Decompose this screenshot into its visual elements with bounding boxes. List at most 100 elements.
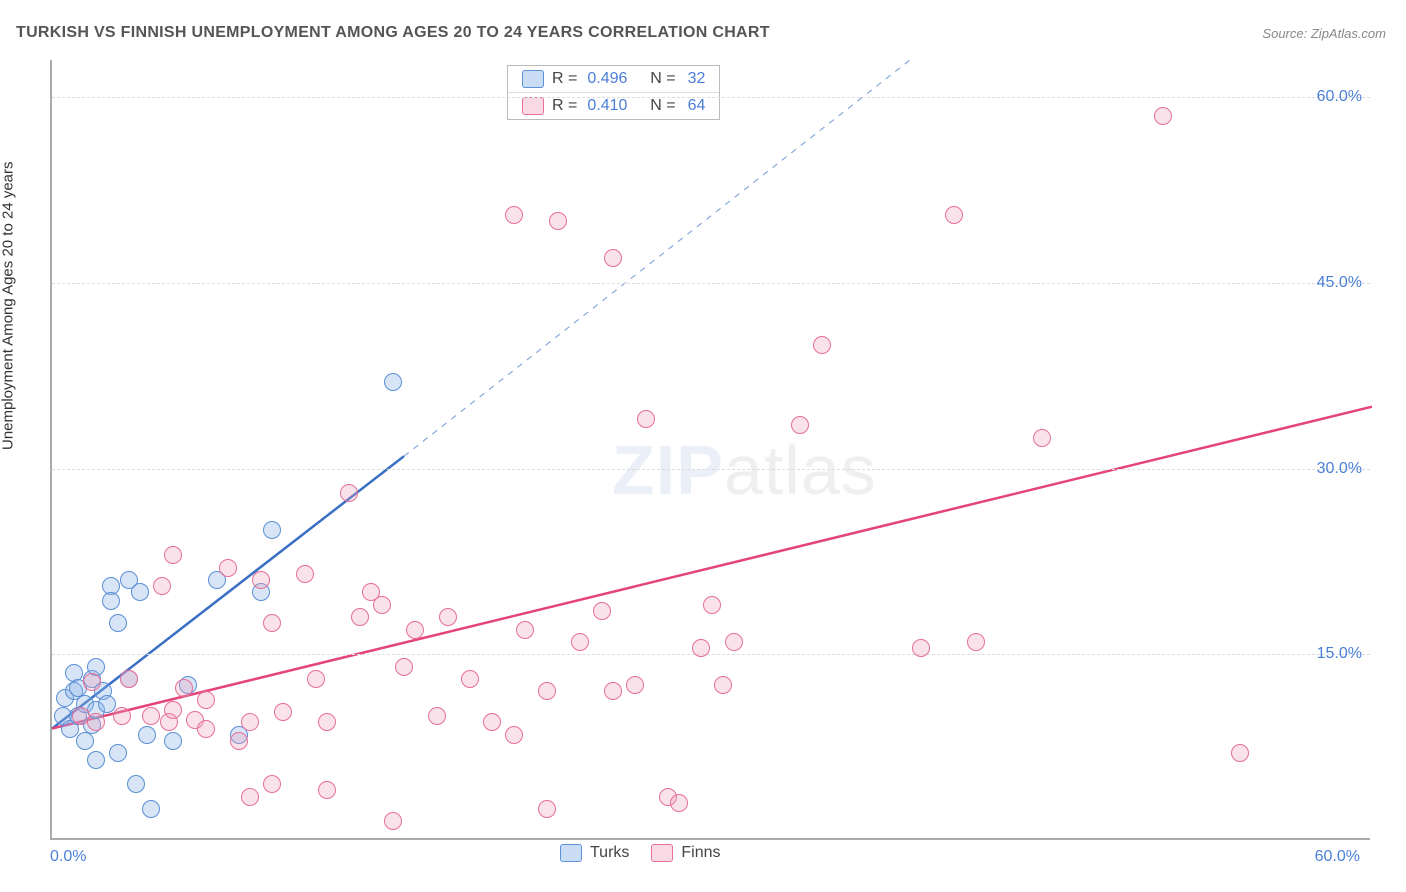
source-credit: Source: ZipAtlas.com [1262,26,1386,41]
point-finns [230,732,248,750]
y-tick-label: 15.0% [1317,645,1362,663]
point-finns [439,608,457,626]
point-finns [549,212,567,230]
point-turks [131,583,149,601]
point-turks [98,695,116,713]
point-finns [505,206,523,224]
point-finns [516,621,534,639]
point-finns [791,416,809,434]
legend-swatch [522,70,544,88]
legend-n-label: N = [641,70,675,88]
point-turks [142,800,160,818]
point-finns [813,336,831,354]
x-tick-start: 0.0% [50,848,86,866]
legend-label: Turks [590,844,629,862]
point-finns [604,249,622,267]
legend-row: R = 0.496 N = 32 [508,66,719,92]
gridline [52,283,1370,284]
legend-n-value: 64 [688,97,706,115]
point-finns [395,658,413,676]
trend-line-finns [52,407,1372,729]
y-tick-label: 45.0% [1317,274,1362,292]
point-finns [626,676,644,694]
point-turks [127,775,145,793]
point-finns [1033,429,1051,447]
point-finns [483,713,501,731]
point-finns [670,794,688,812]
y-tick-label: 60.0% [1317,88,1362,106]
x-tick-end: 60.0% [1315,848,1360,866]
y-axis-label: Unemployment Among Ages 20 to 24 years [0,161,17,450]
point-finns [912,639,930,657]
point-finns [274,703,292,721]
y-tick-label: 30.0% [1317,460,1362,478]
point-turks [109,744,127,762]
point-finns [945,206,963,224]
legend-swatch [522,97,544,115]
source-value: ZipAtlas.com [1311,26,1386,41]
point-finns [241,788,259,806]
point-turks [102,592,120,610]
legend-row: R = 0.410 N = 64 [508,92,719,119]
point-turks [138,726,156,744]
point-finns [263,775,281,793]
point-finns [703,596,721,614]
legend-item: Turks [560,844,629,862]
point-finns [164,546,182,564]
point-finns [967,633,985,651]
legend-series: Turks Finns [560,844,721,862]
point-finns [241,713,259,731]
point-finns [318,713,336,731]
point-finns [83,673,101,691]
legend-n-value: 32 [688,70,706,88]
point-finns [351,608,369,626]
gridline [52,97,1370,98]
point-finns [604,682,622,700]
point-turks [87,751,105,769]
point-finns [428,707,446,725]
point-finns [164,701,182,719]
point-finns [318,781,336,799]
legend-r-label: R = [552,97,577,115]
point-finns [406,621,424,639]
legend-n-label: N = [641,97,675,115]
point-finns [296,565,314,583]
legend-r-value: 0.410 [587,97,627,115]
point-finns [340,484,358,502]
point-finns [725,633,743,651]
point-finns [219,559,237,577]
point-turks [263,521,281,539]
point-finns [142,707,160,725]
point-turks [164,732,182,750]
point-finns [113,707,131,725]
point-finns [263,614,281,632]
point-finns [461,670,479,688]
point-finns [87,713,105,731]
point-turks [109,614,127,632]
point-finns [637,410,655,428]
point-finns [538,682,556,700]
legend-item: Finns [651,844,720,862]
gridline [52,654,1370,655]
point-finns [505,726,523,744]
legend-swatch [560,844,582,862]
legend-r-label: R = [552,70,577,88]
point-finns [384,812,402,830]
point-finns [153,577,171,595]
point-turks [76,732,94,750]
source-label: Source: [1262,26,1307,41]
point-finns [252,571,270,589]
point-finns [373,596,391,614]
plot-area: R = 0.496 N = 32R = 0.410 N = 64 ZIPatla… [50,60,1370,840]
point-finns [571,633,589,651]
point-finns [175,679,193,697]
point-finns [1231,744,1249,762]
point-turks [384,373,402,391]
point-finns [197,720,215,738]
point-finns [1154,107,1172,125]
point-finns [538,800,556,818]
gridline [52,469,1370,470]
point-finns [307,670,325,688]
point-finns [692,639,710,657]
point-finns [197,691,215,709]
